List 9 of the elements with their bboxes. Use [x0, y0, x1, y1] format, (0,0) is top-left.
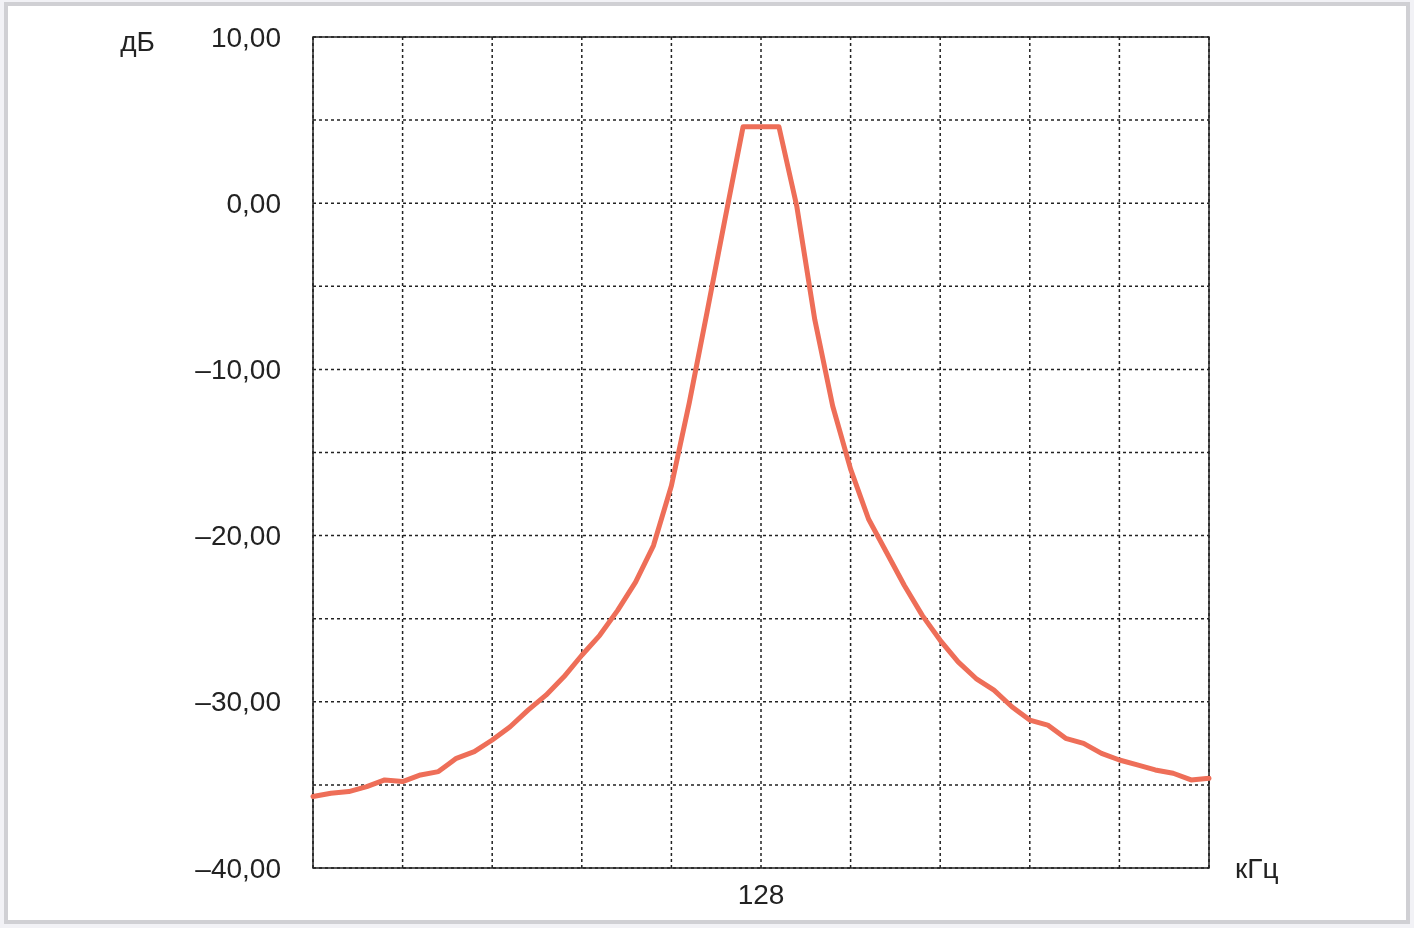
- y-tick-label: –40,00: [195, 852, 281, 884]
- y-axis-title: дБ: [120, 25, 155, 57]
- x-tick-label: 128: [737, 878, 785, 910]
- y-tick-label: 0,00: [226, 187, 281, 219]
- y-tick-label: 10,00: [210, 21, 281, 53]
- y-tick-label: –20,00: [195, 520, 281, 552]
- y-tick-label: –30,00: [195, 686, 281, 718]
- y-tick-label: –10,00: [195, 353, 281, 385]
- x-axis-title: кГц: [1235, 852, 1279, 884]
